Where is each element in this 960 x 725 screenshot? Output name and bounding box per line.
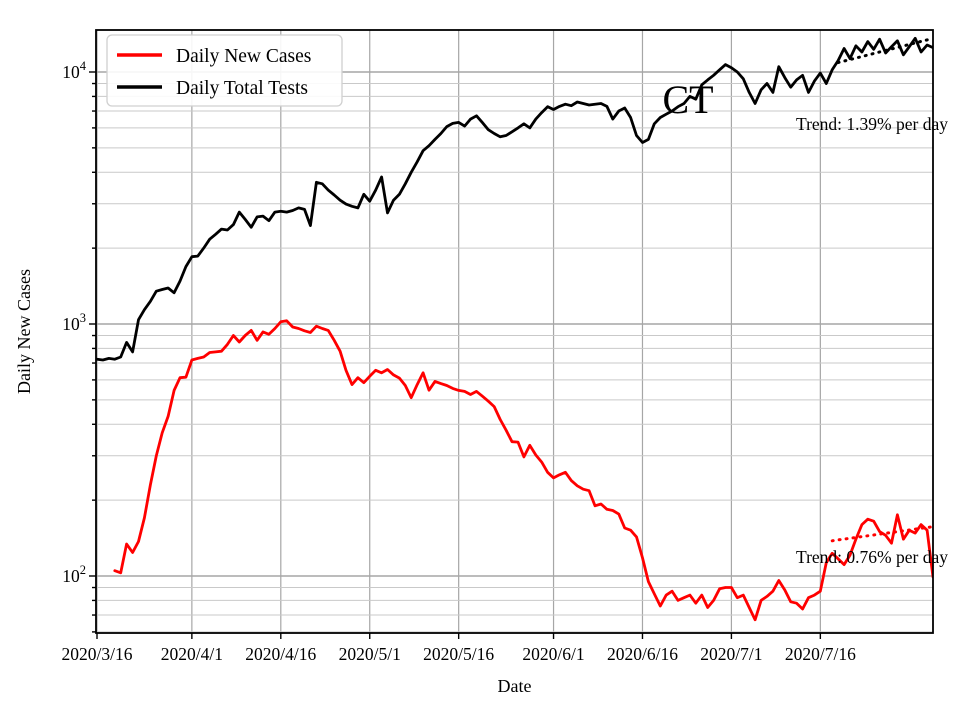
- legend-label: Daily Total Tests: [176, 78, 308, 99]
- legend-item: Daily Total Tests: [117, 78, 308, 99]
- x-tick-label: 2020/6/16: [607, 644, 678, 664]
- x-tick-label: 2020/4/16: [245, 644, 316, 664]
- x-axis-label: Date: [498, 676, 532, 696]
- y-tick-labels: 102 103 104: [62, 59, 87, 586]
- series-line-daily-new-cases: [113, 319, 933, 622]
- y-axis-label: Daily New Cases: [14, 269, 34, 394]
- series-line-daily-total-tests: [96, 36, 933, 362]
- x-tick-label: 2020/3/16: [62, 644, 133, 664]
- x-tick-label: 2020/5/16: [423, 644, 494, 664]
- y-tick-label: 103: [62, 311, 86, 334]
- trend-annotation-cases: Trend: 0.76% per day: [796, 547, 948, 567]
- plot-series: [96, 36, 933, 622]
- x-tick-labels: 2020/3/16 2020/4/1 2020/4/16 2020/5/1 2020/5…: [62, 644, 857, 664]
- chart-title: CT: [662, 77, 713, 122]
- legend-box: [106, 34, 343, 107]
- x-tick-label: 2020/7/1: [700, 644, 762, 664]
- x-tick-label: 2020/4/1: [161, 644, 223, 664]
- legend-label: Daily New Cases: [176, 46, 311, 67]
- axis-ticks: [89, 71, 822, 639]
- y-tick-label: 104: [62, 59, 87, 82]
- x-tick-label: 2020/7/16: [785, 644, 856, 664]
- trend-line-daily-total-tests: [836, 36, 933, 65]
- x-tick-label: 2020/5/1: [339, 644, 401, 664]
- legend-item: Daily New Cases: [117, 46, 311, 67]
- y-tick-label: 102: [62, 563, 86, 586]
- trend-annotation-tests: Trend: 1.39% per day: [796, 114, 948, 134]
- plot-frame: [95, 29, 934, 634]
- legend: Daily New Cases Daily Total Tests: [106, 34, 343, 107]
- x-tick-label: 2020/6/1: [522, 644, 584, 664]
- gridlines: [96, 30, 933, 633]
- trend-line-daily-new-cases: [830, 525, 933, 543]
